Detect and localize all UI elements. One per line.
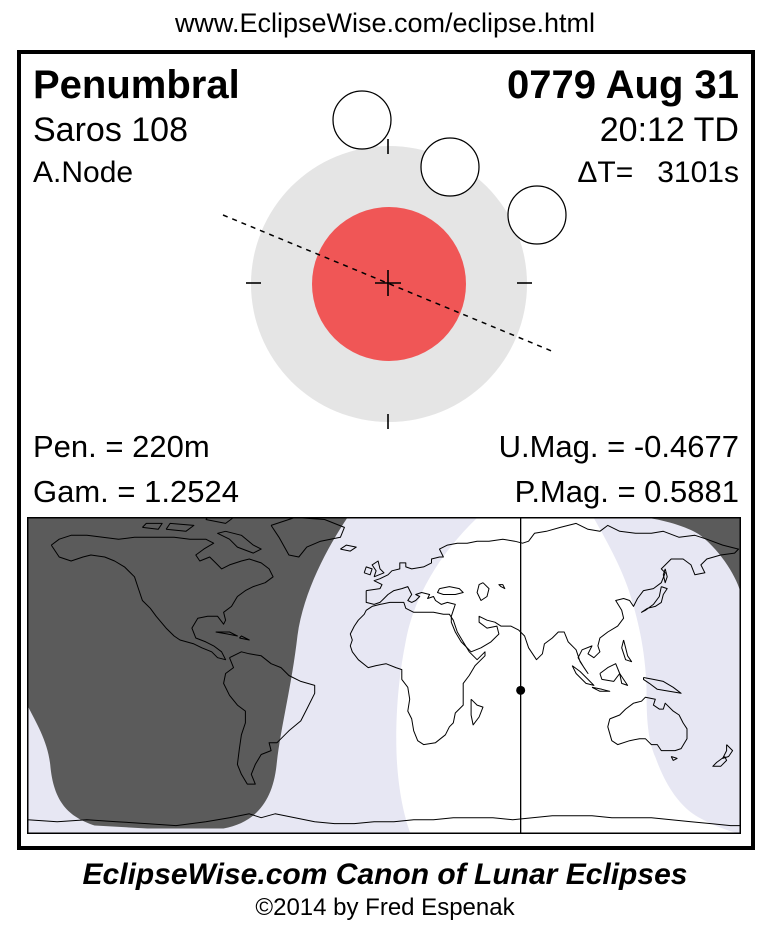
penumbral-magnitude: P.Mag. = 0.5881 xyxy=(514,474,739,509)
coastline xyxy=(270,517,345,558)
shadow-diagram xyxy=(222,90,567,429)
footer-copyright: ©2014 by Fred Espenak xyxy=(255,894,515,921)
coastline xyxy=(712,756,728,767)
not-visible-region xyxy=(645,517,741,593)
stats-left: Pen. = 220m Gam. = 1.2524 xyxy=(33,424,239,514)
coastline xyxy=(371,560,385,578)
site-url: www.EclipseWise.com/eclipse.html xyxy=(174,8,596,38)
eclipse-type: Penumbral xyxy=(33,63,240,107)
coastline xyxy=(662,568,668,584)
coastline xyxy=(165,522,195,532)
umbral-magnitude: U.Mag. = -0.4677 xyxy=(498,429,739,464)
coastline xyxy=(470,698,484,726)
coastline xyxy=(476,582,490,601)
stats-right: U.Mag. = -0.4677 P.Mag. = 0.5881 xyxy=(499,424,739,514)
greatest-eclipse-dot xyxy=(516,685,526,695)
eclipse-date: 0779 Aug 31 xyxy=(507,63,739,107)
coastline xyxy=(619,673,629,686)
delta-t-row: ΔT= 3101s xyxy=(507,152,739,193)
map-border xyxy=(26,516,742,835)
eclipse-time: 20:12 TD xyxy=(599,111,739,149)
moon-circle xyxy=(420,137,480,197)
moon-circle xyxy=(332,90,392,150)
coastline xyxy=(215,631,238,637)
coastline xyxy=(607,696,688,752)
umbra-circle xyxy=(312,207,466,361)
coastline xyxy=(27,813,741,827)
not-visible-region xyxy=(27,517,348,829)
coastline xyxy=(363,566,373,576)
coastline xyxy=(641,586,668,613)
header-left: Penumbral Saros 108 A.Node xyxy=(33,62,240,193)
coastline xyxy=(621,639,633,663)
visibility-map-wrap xyxy=(26,515,742,835)
full-visibility-region xyxy=(396,517,739,834)
delta-t-label: ΔT= xyxy=(577,156,634,189)
coastline xyxy=(670,756,678,761)
penumbral-duration: Pen. = 220m xyxy=(33,429,210,464)
gamma-value: Gam. = 1.2524 xyxy=(33,474,239,509)
coastline xyxy=(591,686,611,692)
saros-series: Saros 108 xyxy=(33,111,188,149)
coastline xyxy=(571,665,595,686)
coastline xyxy=(365,522,739,674)
coastline xyxy=(349,601,486,746)
coastline xyxy=(239,635,250,641)
coastline xyxy=(643,677,682,694)
footer-title: EclipseWise.com Canon of Lunar Eclipses xyxy=(82,858,688,891)
node-type: A.Node xyxy=(33,156,134,189)
visibility-map xyxy=(26,515,742,835)
coastline xyxy=(217,530,262,554)
coastline xyxy=(340,544,357,552)
coastline xyxy=(498,584,506,590)
eclipse-plate: Penumbral Saros 108 A.Node 0779 Aug 31 2… xyxy=(17,50,755,850)
coastline xyxy=(437,586,464,595)
coastline xyxy=(50,534,274,661)
delta-t-value: 3101s xyxy=(657,156,739,189)
moon-circle xyxy=(507,185,567,245)
coastline xyxy=(142,522,163,530)
header-right: 0779 Aug 31 20:12 TD ΔT= 3101s xyxy=(507,62,739,193)
coastline xyxy=(223,651,316,785)
